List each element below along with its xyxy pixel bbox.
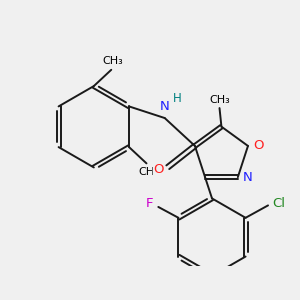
Text: O: O [153, 163, 164, 176]
Text: H: H [173, 92, 182, 105]
Text: F: F [146, 197, 154, 210]
Text: CH₃: CH₃ [103, 56, 124, 66]
Text: CH₃: CH₃ [209, 94, 230, 104]
Text: N: N [160, 100, 169, 113]
Text: O: O [253, 139, 263, 152]
Text: N: N [243, 171, 253, 184]
Text: Cl: Cl [272, 196, 285, 210]
Text: CH₃: CH₃ [138, 167, 159, 177]
